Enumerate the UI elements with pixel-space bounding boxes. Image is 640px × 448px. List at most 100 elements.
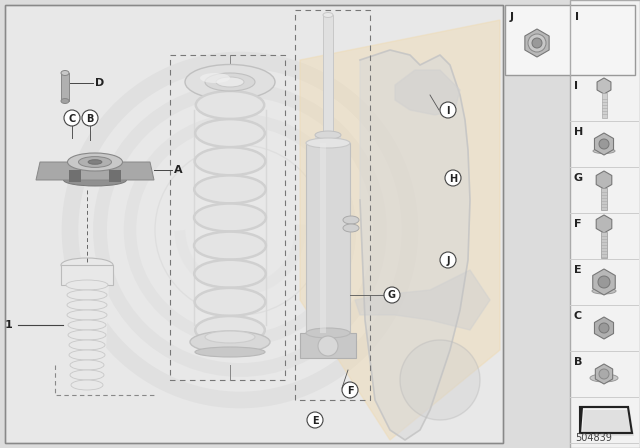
Ellipse shape bbox=[66, 280, 108, 290]
Ellipse shape bbox=[70, 370, 104, 380]
Ellipse shape bbox=[68, 330, 106, 340]
Ellipse shape bbox=[194, 203, 266, 232]
Circle shape bbox=[445, 170, 461, 186]
Text: D: D bbox=[95, 78, 104, 88]
Text: H: H bbox=[574, 127, 583, 137]
Text: H: H bbox=[449, 173, 457, 184]
Circle shape bbox=[598, 276, 610, 288]
Text: E: E bbox=[574, 265, 582, 275]
Ellipse shape bbox=[71, 380, 103, 390]
Polygon shape bbox=[593, 269, 615, 295]
Text: B: B bbox=[574, 357, 582, 367]
Text: B: B bbox=[86, 113, 93, 124]
Text: I: I bbox=[574, 81, 578, 91]
Bar bbox=[69, 170, 81, 182]
Circle shape bbox=[82, 110, 98, 126]
Circle shape bbox=[400, 340, 480, 420]
Ellipse shape bbox=[195, 347, 265, 357]
Ellipse shape bbox=[61, 258, 113, 272]
Bar bbox=[295, 10, 370, 400]
Ellipse shape bbox=[195, 175, 266, 203]
Polygon shape bbox=[595, 317, 614, 339]
Bar bbox=[320, 143, 326, 333]
Bar bbox=[601, 188, 607, 210]
Text: J: J bbox=[446, 255, 450, 266]
Text: F: F bbox=[347, 385, 353, 396]
Polygon shape bbox=[395, 70, 460, 115]
Text: G: G bbox=[574, 173, 583, 183]
Ellipse shape bbox=[70, 360, 104, 370]
Ellipse shape bbox=[61, 99, 69, 103]
Ellipse shape bbox=[216, 77, 244, 87]
Text: I: I bbox=[575, 12, 579, 22]
Ellipse shape bbox=[68, 320, 106, 330]
Polygon shape bbox=[596, 171, 612, 189]
Ellipse shape bbox=[306, 138, 350, 148]
Ellipse shape bbox=[69, 350, 105, 360]
Ellipse shape bbox=[200, 73, 230, 83]
Text: G: G bbox=[388, 290, 396, 301]
Ellipse shape bbox=[88, 160, 102, 164]
Bar bbox=[601, 232, 607, 258]
Circle shape bbox=[342, 382, 358, 398]
Text: C: C bbox=[68, 113, 76, 124]
Bar bbox=[602, 93, 607, 118]
Text: 1: 1 bbox=[4, 320, 12, 330]
Ellipse shape bbox=[79, 157, 111, 168]
Ellipse shape bbox=[67, 300, 107, 310]
Circle shape bbox=[599, 139, 609, 149]
Text: J: J bbox=[510, 12, 514, 22]
Ellipse shape bbox=[195, 147, 266, 175]
Bar bbox=[5, 5, 503, 443]
Bar bbox=[61, 265, 113, 285]
Ellipse shape bbox=[306, 328, 350, 338]
Ellipse shape bbox=[592, 288, 616, 294]
Circle shape bbox=[64, 110, 80, 126]
Text: I: I bbox=[446, 105, 450, 116]
Polygon shape bbox=[36, 162, 154, 180]
Polygon shape bbox=[355, 270, 490, 330]
Ellipse shape bbox=[195, 288, 266, 316]
Text: F: F bbox=[574, 219, 582, 229]
Circle shape bbox=[532, 38, 542, 48]
Text: C: C bbox=[574, 311, 582, 321]
Polygon shape bbox=[65, 285, 109, 375]
Polygon shape bbox=[596, 215, 612, 233]
Circle shape bbox=[599, 369, 609, 379]
Bar bbox=[170, 55, 285, 380]
Ellipse shape bbox=[63, 174, 127, 186]
Circle shape bbox=[307, 412, 323, 428]
Bar bbox=[570, 0, 640, 448]
Ellipse shape bbox=[205, 331, 255, 343]
Circle shape bbox=[318, 336, 338, 356]
Ellipse shape bbox=[69, 340, 105, 350]
Bar bbox=[505, 5, 635, 75]
Text: 504839: 504839 bbox=[575, 433, 612, 443]
Circle shape bbox=[384, 287, 400, 303]
Ellipse shape bbox=[185, 65, 275, 99]
Ellipse shape bbox=[195, 316, 265, 344]
Circle shape bbox=[440, 252, 456, 268]
Polygon shape bbox=[360, 50, 470, 440]
Circle shape bbox=[440, 102, 456, 118]
Bar bbox=[61, 73, 69, 101]
Ellipse shape bbox=[195, 119, 265, 147]
Polygon shape bbox=[525, 29, 549, 57]
Ellipse shape bbox=[67, 310, 107, 320]
Ellipse shape bbox=[323, 13, 333, 17]
Ellipse shape bbox=[343, 216, 359, 224]
Circle shape bbox=[599, 323, 609, 333]
Text: E: E bbox=[312, 415, 318, 426]
Ellipse shape bbox=[195, 260, 266, 288]
Ellipse shape bbox=[196, 91, 264, 119]
Bar bbox=[109, 170, 121, 182]
Bar bbox=[315, 135, 341, 143]
Polygon shape bbox=[300, 20, 500, 440]
Polygon shape bbox=[595, 133, 614, 155]
Text: A: A bbox=[174, 165, 182, 175]
Polygon shape bbox=[582, 410, 634, 436]
Ellipse shape bbox=[315, 131, 341, 139]
Ellipse shape bbox=[61, 70, 69, 76]
Bar bbox=[306, 143, 350, 333]
Ellipse shape bbox=[67, 290, 107, 300]
